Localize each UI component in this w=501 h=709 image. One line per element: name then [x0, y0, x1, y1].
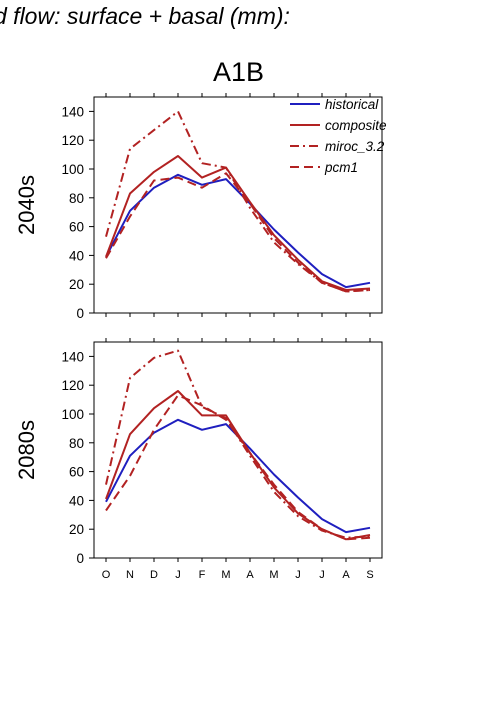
y-tick-label: 80	[69, 436, 84, 451]
legend-label-composite: composite	[325, 118, 387, 133]
month-label: N	[126, 569, 134, 581]
month-label: D	[150, 569, 158, 581]
plot-frame-2080s	[93, 341, 383, 559]
figure-title: d flow: surface + basal (mm):	[0, 3, 290, 29]
y-tick-label: 80	[69, 191, 84, 206]
series-line-composite-2080s	[105, 390, 371, 541]
series-line-composite-2040s	[105, 155, 371, 291]
plot-frame-2040s	[93, 96, 383, 314]
y-tick-label: 0	[76, 551, 84, 566]
y-tick-label: 60	[69, 220, 84, 235]
legend-label-miroc_3.2: miroc_3.2	[325, 139, 385, 154]
row-label-2040s: 2040s	[14, 175, 39, 235]
month-label: O	[102, 569, 111, 581]
series-line-historical-2040s	[105, 173, 371, 289]
series-line-miroc_3.2-2040s	[105, 110, 371, 293]
month-label: A	[342, 569, 350, 581]
y-tick-label: 120	[61, 378, 84, 393]
month-label: A	[246, 569, 254, 581]
y-tick-label: 20	[69, 277, 84, 292]
y-tick-label: 100	[61, 407, 84, 422]
legend-label-historical: historical	[325, 97, 379, 112]
month-label: F	[199, 569, 206, 581]
month-label: S	[366, 569, 373, 581]
legend-label-pcm1: pcm1	[324, 160, 358, 175]
month-label: J	[295, 569, 301, 581]
y-tick-label: 20	[69, 522, 84, 537]
y-tick-label: 0	[76, 306, 84, 321]
y-tick-label: 60	[69, 465, 84, 480]
scenario-title: A1B	[212, 57, 265, 87]
y-tick-label: 40	[69, 493, 84, 508]
month-label: M	[269, 569, 278, 581]
y-tick-label: 100	[61, 162, 84, 177]
series-line-pcm1-2040s	[105, 172, 371, 293]
y-tick-label: 140	[61, 104, 84, 119]
row-label-2080s: 2080s	[14, 420, 39, 480]
y-tick-label: 140	[61, 349, 84, 364]
month-label: J	[175, 569, 181, 581]
month-label: J	[319, 569, 325, 581]
y-tick-label: 120	[61, 133, 84, 148]
series-line-pcm1-2080s	[105, 394, 371, 541]
month-label: M	[221, 569, 230, 581]
y-tick-label: 40	[69, 248, 84, 263]
